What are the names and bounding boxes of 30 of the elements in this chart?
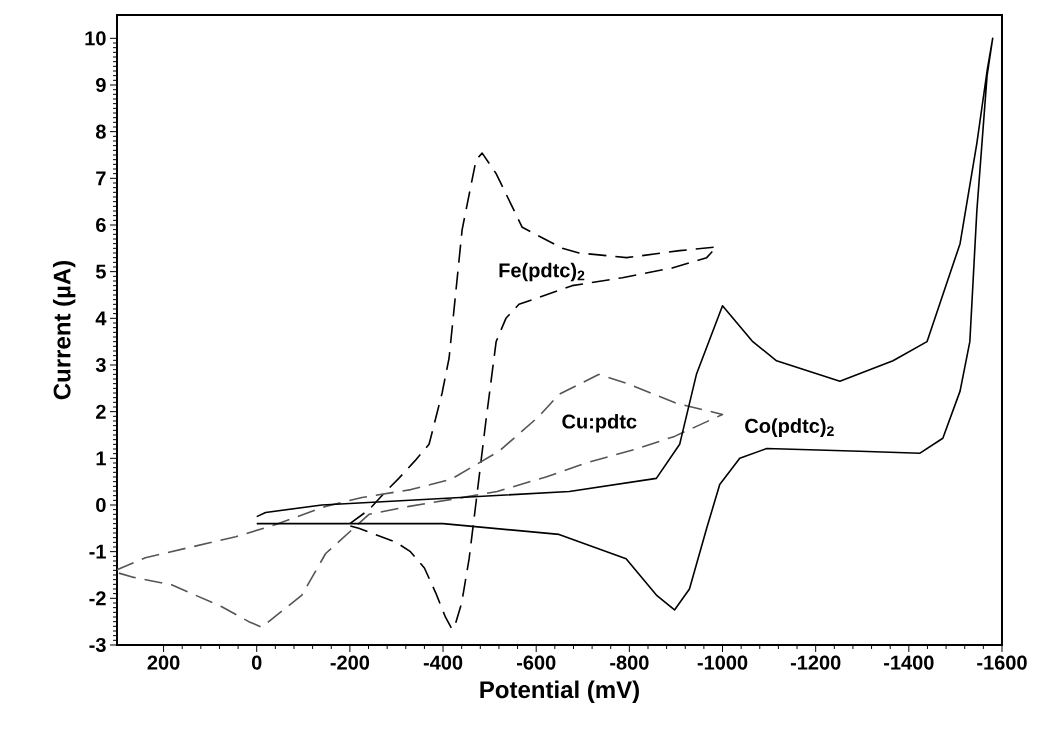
x-tick-label: -600: [516, 655, 556, 670]
y-tick-label: 4: [95, 311, 107, 326]
y-axis-title: Current (µA): [52, 260, 76, 400]
x-axis-title: Potential (mV): [480, 680, 639, 703]
y-tick-label: 8: [95, 124, 106, 139]
y-tick-label: 3: [95, 357, 106, 373]
y-tick-label: -3: [89, 637, 106, 653]
y-tick-label: 6: [96, 217, 106, 233]
y-tick-label: 1: [96, 451, 106, 466]
annotation: Fe(pdtc)$_{2}$: [499, 262, 585, 282]
x-tick-label: -1600: [977, 655, 1027, 670]
y-tick-label: 7: [96, 171, 106, 186]
y-tick-label: 10: [85, 31, 106, 46]
annotation: Co(pdtc)$_{2}$: [745, 418, 834, 437]
x-tick-label: 0: [251, 655, 262, 670]
y-tick-label: 0: [96, 497, 106, 513]
y-tick-label: 2: [96, 404, 106, 419]
x-tick-label: -800: [610, 655, 649, 670]
x-tick-label: 200: [147, 655, 180, 670]
y-tick-label: 9: [96, 77, 106, 93]
annotation: Cu:pdtc: [562, 413, 637, 433]
y-tick-label: -1: [89, 544, 106, 559]
x-tick-label: -1200: [790, 655, 841, 670]
line-series: [116, 373, 724, 629]
x-tick-label: -1000: [697, 655, 748, 670]
x-tick-label: -400: [423, 655, 463, 670]
y-tick-label: -2: [89, 591, 106, 606]
x-tick-label: -200: [330, 655, 370, 670]
x-tick-label: -1400: [884, 655, 934, 670]
y-tick-label: 5: [95, 264, 106, 279]
